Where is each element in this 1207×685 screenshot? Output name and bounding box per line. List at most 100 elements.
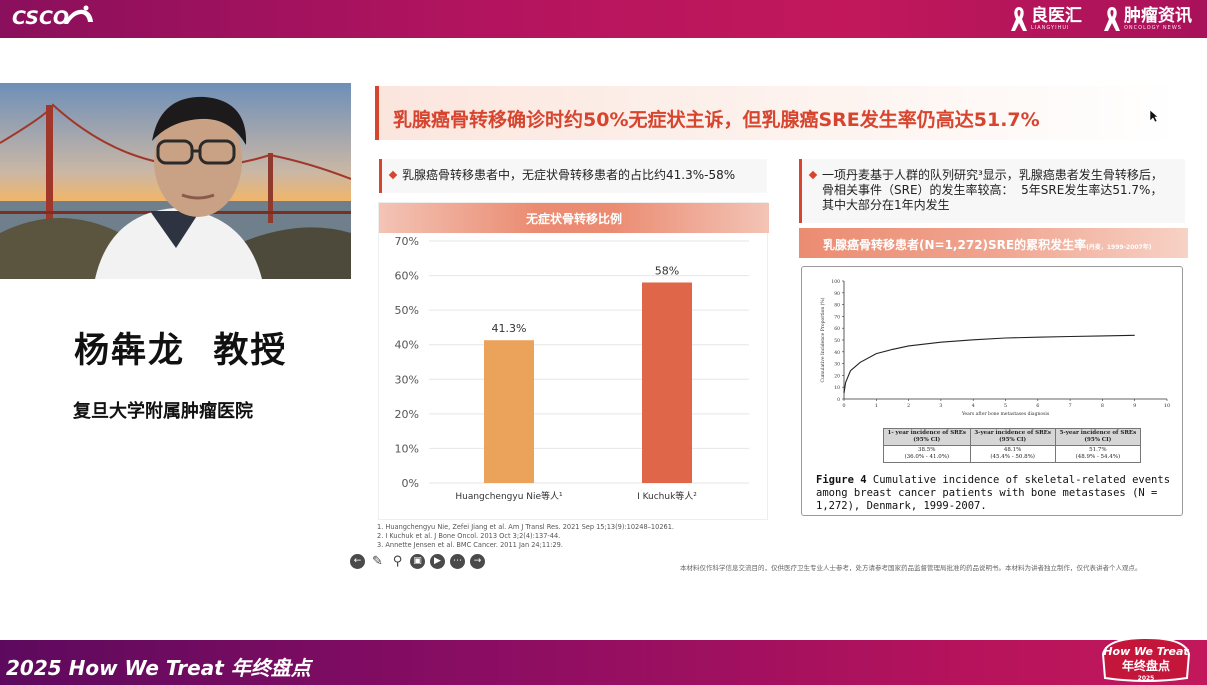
x-tick-label: 1: [875, 403, 878, 409]
table-ci: (48.9% - 54.4%): [1075, 454, 1121, 460]
brand2-sub: ONCOLOGY NEWS: [1124, 25, 1182, 31]
badge-line1: How We Treat: [1103, 645, 1189, 658]
y-axis-label: Cumulative Incidence Proportion (%): [819, 297, 826, 382]
bar-chart-header: [379, 203, 769, 233]
incidence-curve: [843, 334, 1135, 394]
bar-data-label: 41.3%: [492, 322, 527, 335]
slide-title: 乳腺癌骨转移确诊时约50%无症状主诉，但乳腺癌SRE发生率仍高达51.7%: [393, 109, 1040, 131]
table-value: 48.1%: [1003, 447, 1022, 453]
y-tick-label: 30: [834, 362, 840, 368]
brand-liangyihui: 良医汇 LIANGYIHUI: [1010, 4, 1082, 34]
cumulative-incidence-plot: 0 1 2 3 4 5 6 7 8 9 101009080706050403020100Years …: [819, 279, 1170, 417]
table-value: 38.5%: [918, 447, 936, 453]
table-header-cell: 5-year incidence of SREs (95% CI): [1054, 428, 1142, 446]
references: 1. Huangchengyu Nie, Zefei Jiang et al. …: [377, 523, 674, 550]
table-cell: 38.5% (36.0% - 41.0%): [883, 445, 971, 463]
ribbon-icon: [1011, 7, 1027, 31]
slide-title-accent: [375, 86, 379, 140]
previous-slide-button[interactable]: ←: [350, 554, 365, 569]
presentation-slide: 乳腺癌骨转移确诊时约50%无症状主诉，但乳腺癌SRE发生率仍高达51.7% 乳腺…: [350, 80, 1207, 580]
x-category-label: I Kuchuk等人²: [637, 490, 697, 502]
curve-figure-header: 乳腺癌骨转移患者(N=1,272)SRE的累积发生率(丹麦，1999-2007年…: [799, 228, 1188, 258]
presenter-video: [0, 83, 351, 279]
y-tick-label: 60: [834, 326, 840, 332]
x-tick-label: 3: [939, 403, 942, 409]
x-tick-label: 6: [1036, 403, 1039, 409]
bar-data-label: 58%: [655, 264, 679, 277]
x-tick-label: 2: [907, 403, 910, 409]
bar: [642, 282, 692, 483]
right-bullet-box: 一项丹麦基于人群的队列研究³显示，乳腺癌患者发生骨转移后， 骨相关事件（SRE）…: [799, 159, 1185, 223]
y-tick-label: 10%: [395, 442, 419, 455]
curve-title-main: 乳腺癌骨转移患者(N=1,272)SRE的累积发生率: [823, 238, 1087, 252]
zoom-button[interactable]: ⚲: [392, 554, 403, 569]
bar-chart-title: 无症状骨转移比例: [525, 212, 622, 226]
how-we-treat-badge: How We Treat 年终盘点 2025: [1101, 636, 1191, 682]
mouse-cursor-icon: [1149, 109, 1159, 123]
x-tick-label: 5: [1004, 403, 1007, 409]
y-tick-label: 20%: [395, 408, 419, 421]
subtitles-button[interactable]: ▣: [410, 554, 425, 569]
x-tick-label: 0: [842, 403, 845, 409]
more-options-button[interactable]: ⋯: [450, 554, 465, 569]
curve-title-sub: (丹麦，1999-2007年): [1086, 244, 1152, 251]
y-tick-label: 40%: [395, 339, 419, 352]
reference-item: 1. Huangchengyu Nie, Zefei Jiang et al. …: [377, 523, 675, 531]
table-ci: (36.0% - 41.0%): [904, 454, 950, 460]
table-row: 38.5% (36.0% - 41.0%) 48.1% (45.4% - 50.8%…: [883, 445, 1142, 463]
y-tick-label: 100: [831, 279, 840, 285]
brand2-name: 肿瘤资讯: [1124, 6, 1192, 26]
csco-logo-icon: [64, 5, 93, 24]
y-tick-label: 90: [834, 291, 840, 297]
y-tick-label: 40: [834, 350, 840, 356]
bar: [484, 340, 534, 483]
right-bullet-text: 一项丹麦基于人群的队列研究³显示，乳腺癌患者发生骨转移后， 骨相关事件（SRE）…: [822, 168, 1163, 212]
table-header-row: 1- year incidence of SREs (95% CI) 3-yea…: [883, 428, 1142, 446]
y-tick-label: 0%: [402, 477, 419, 490]
brand-oncology-news: 肿瘤资讯 ONCOLOGY NEWS: [1103, 4, 1192, 34]
x-tick-label: 10: [1164, 403, 1170, 409]
x-tick-label: 4: [972, 403, 975, 409]
y-tick-label: 50: [834, 338, 840, 344]
brand1-sub: LIANGYIHUI: [1031, 25, 1070, 31]
bar-chart-panel: 无症状骨转移比例 70% 60% 50% 40% 30% 20% 10% 0% 41.3% Hua…: [378, 202, 769, 520]
ribbon-icon: [1104, 7, 1120, 31]
y-tick-label: 50%: [395, 304, 419, 317]
brand1-name: 良医汇: [1031, 6, 1082, 26]
y-tick-label: 60%: [395, 270, 419, 283]
y-tick-label: 0: [837, 397, 840, 403]
bottom-banner-text: 2025 How We Treat 年终盘点: [6, 656, 311, 680]
slide-title-background: [379, 86, 1179, 140]
reference-item: 2. I Kuchuk et al. J Bone Oncol. 2013 Oc…: [377, 532, 561, 540]
table-header-cell: 1- year incidence of SREs (95% CI): [883, 428, 971, 446]
table-header-cell: 3-year incidence of SREs (95% CI): [969, 428, 1056, 446]
slide-controls: ← ✎ ⚲ ▣ ▶ ⋯ →: [350, 554, 485, 569]
table-cell: 51.7% (48.9% - 54.4%): [1054, 445, 1142, 463]
next-slide-button[interactable]: →: [470, 554, 485, 569]
bullet-diamond-icon: [808, 170, 818, 180]
x-tick-label: 9: [1133, 403, 1136, 409]
reference-item: 3. Annette Jensen et al. BMC Cancer. 201…: [377, 541, 563, 549]
pen-tool-button[interactable]: ✎: [372, 554, 383, 569]
figure-caption: Figure 4 Cumulative incidence of skeleta…: [816, 474, 1178, 513]
y-tick-label: 10: [834, 385, 840, 391]
table-value: 51.7%: [1089, 447, 1107, 453]
left-bullet-text: 乳腺癌骨转移患者中，无症状骨转移患者的占比约41.3%-58%: [402, 168, 736, 182]
top-banner: CSCO 良医汇 LIANGYIHUI 肿瘤资讯 ONCOLOGY NEWS: [0, 0, 1207, 38]
slide-disclaimer: 本材料仅作科学信息交流目的，仅供医疗卫生专业人士参考，处方请参考国家药品监督管理…: [680, 564, 1142, 572]
presenter-video-frame: [0, 96, 351, 279]
camera-button[interactable]: ▶: [430, 554, 445, 569]
badge-year: 2025: [1138, 675, 1155, 682]
bullet-diamond-icon: [388, 170, 398, 180]
x-tick-label: 8: [1101, 403, 1104, 409]
x-axis-label: Years after bone metastases diagnosis: [961, 411, 1050, 417]
cumulative-incidence-figure: 0 1 2 3 4 5 6 7 8 9 10 100 90 80 70 60 50 40 30 20 10 0 Years …: [801, 266, 1183, 516]
figure-caption-text: Cumulative incidence of skeletal-related…: [816, 474, 1171, 512]
figure-caption-label: Figure 4: [816, 474, 867, 486]
table-cell: 48.1% (45.4% - 50.8%): [969, 445, 1056, 463]
incidence-table: 1- year incidence of SREs (95% CI) 3-yea…: [883, 428, 1142, 463]
y-tick-label: 70%: [395, 235, 419, 248]
left-bullet-box: 乳腺癌骨转移患者中，无症状骨转移患者的占比约41.3%-58%: [379, 159, 767, 193]
y-tick-label: 80: [834, 303, 840, 309]
csco-logo: CSCO: [12, 7, 70, 29]
